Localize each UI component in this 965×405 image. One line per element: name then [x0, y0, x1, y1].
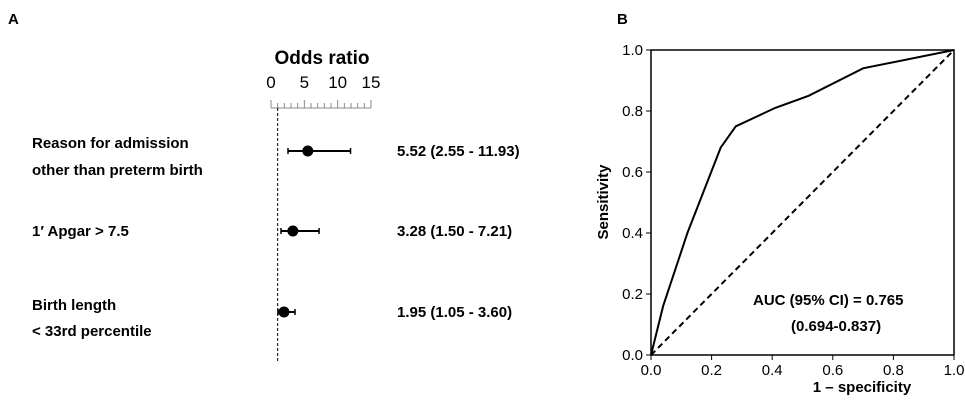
forest-title: Odds ratio	[274, 48, 369, 69]
forest-point-estimate	[287, 225, 299, 237]
roc-y-tick-label: 0.2	[622, 286, 643, 303]
forest-point-estimate	[302, 145, 314, 157]
roc-auc-annotation: AUC (95% CI) = 0.765	[753, 292, 903, 309]
roc-x-tick-label: 0.6	[822, 362, 843, 379]
roc-diagonal-reference-line	[650, 49, 955, 356]
roc-x-tick-label: 0.0	[641, 362, 662, 379]
forest-row-label: 1′ Apgar > 7.5	[32, 223, 129, 240]
roc-curve-line	[650, 49, 955, 356]
roc-x-tick-label: 0.4	[762, 362, 783, 379]
roc-x-tick-label: 1.0	[944, 362, 965, 379]
roc-x-tick-label: 0.8	[883, 362, 904, 379]
roc-x-axis-label: 1 – specificity	[813, 379, 912, 396]
forest-estimate-text: 1.95 (1.05 - 3.60)	[397, 304, 512, 321]
roc-plot-frame	[650, 49, 955, 356]
forest-tick-label: 5	[300, 73, 309, 92]
panel-b-label: B	[617, 11, 628, 28]
roc-y-tick-label: 1.0	[622, 42, 643, 59]
forest-tick-label: 10	[328, 73, 347, 92]
forest-row-label: Birth length	[32, 297, 116, 314]
roc-y-tick-label: 0.0	[622, 347, 643, 364]
forest-tick-label: 0	[266, 73, 275, 92]
roc-y-tick-label: 0.4	[622, 225, 643, 242]
panel-a-label: A	[8, 11, 19, 28]
forest-row-label: < 33rd percentile	[32, 323, 152, 340]
forest-row-label: other than preterm birth	[32, 162, 203, 179]
roc-x-tick-label: 0.2	[701, 362, 722, 379]
forest-point-estimate	[278, 306, 290, 318]
forest-estimate-text: 5.52 (2.55 - 11.93)	[397, 143, 520, 160]
forest-estimate-text: 3.28 (1.50 - 7.21)	[397, 223, 512, 240]
forest-tick-label: 15	[362, 73, 381, 92]
roc-y-tick-label: 0.6	[622, 164, 643, 181]
forest-row-label: Reason for admission	[32, 135, 189, 152]
roc-y-tick-label: 0.8	[622, 103, 643, 120]
roc-auc-ci-annotation: (0.694-0.837)	[791, 318, 881, 335]
roc-y-axis-label: Sensitivity	[595, 164, 612, 240]
